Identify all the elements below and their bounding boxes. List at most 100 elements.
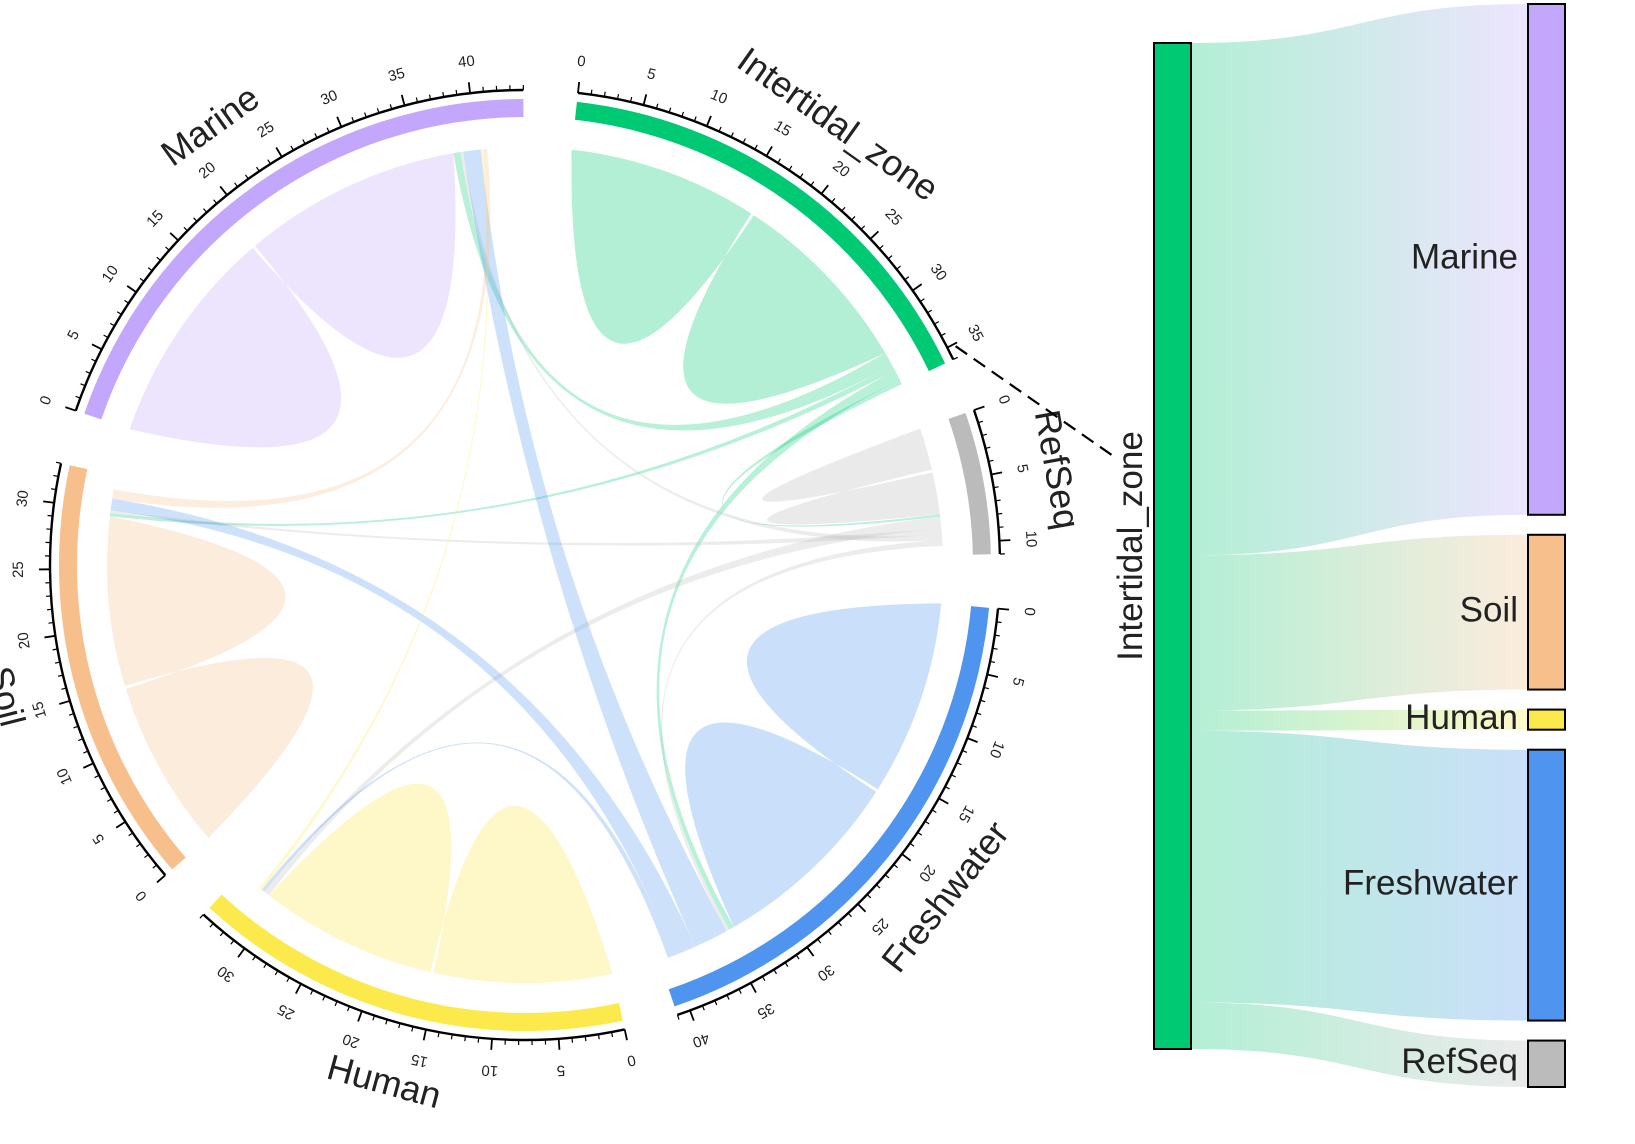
tick-label: 35 (754, 999, 777, 1022)
minor-tick (996, 500, 1001, 501)
minor-tick (811, 182, 814, 186)
tick-label: 5 (1009, 676, 1027, 688)
tick-label: 0 (1021, 607, 1039, 617)
major-tick (690, 1010, 694, 1020)
minor-tick (888, 256, 892, 259)
minor-tick (861, 226, 865, 230)
sector-label-refseq: RefSeq (1027, 407, 1089, 532)
minor-tick (876, 885, 880, 888)
tick-label: 0 (132, 887, 150, 904)
tick-label: 30 (814, 961, 838, 985)
minor-tick (800, 174, 803, 178)
sankey-node-freshwater (1528, 750, 1565, 1021)
minor-tick (210, 923, 213, 927)
tick-label: 10 (481, 1061, 499, 1079)
tick-label: 15 (143, 207, 167, 231)
minor-tick (997, 514, 1002, 515)
major-tick (170, 233, 178, 241)
major-tick (644, 94, 647, 105)
major-tick (807, 947, 814, 956)
major-tick (974, 406, 984, 410)
minor-tick (927, 310, 931, 313)
sector-label-marine: Marine (153, 77, 266, 174)
sankey-node-label-refseq: RefSeq (1401, 1042, 1518, 1081)
major-tick (939, 798, 949, 803)
sankey-node-label-soil: Soil (1460, 590, 1518, 629)
tick-label: 30 (13, 489, 32, 508)
chord-link-soil-to-soil (107, 516, 313, 838)
minor-tick (124, 300, 128, 303)
minor-tick (828, 931, 831, 935)
tick-label: 0 (994, 393, 1013, 406)
minor-tick (995, 635, 1000, 636)
major-tick (157, 875, 165, 882)
tick-label: 40 (690, 1029, 712, 1051)
major-tick (707, 116, 711, 126)
major-tick (991, 472, 1002, 474)
major-tick (116, 822, 125, 828)
minor-tick (140, 278, 144, 281)
minor-tick (842, 207, 845, 211)
tick-label: 0 (625, 1051, 637, 1069)
tick-label: 0 (37, 394, 56, 407)
minor-tick (49, 623, 54, 624)
tick-label: 25 (254, 118, 277, 141)
sankey-node-soil (1528, 535, 1565, 690)
sankey-node-label-marine: Marine (1411, 238, 1518, 277)
tick-label: 10 (1022, 530, 1040, 548)
chord-link-freshwater-to-freshwater (685, 603, 941, 927)
minor-tick (598, 1034, 599, 1039)
minor-tick (867, 894, 871, 897)
minor-tick (905, 277, 909, 280)
major-tick (43, 501, 54, 502)
minor-tick (796, 955, 799, 959)
minor-tick (443, 92, 444, 97)
sankey-node-label-freshwater: Freshwater (1343, 863, 1518, 902)
tick-label: 30 (214, 962, 238, 986)
minor-tick (231, 940, 234, 944)
minor-tick (918, 832, 922, 835)
chord-link-marine-to-marine (130, 153, 456, 447)
tick-label: 0 (576, 53, 586, 71)
minor-tick (832, 198, 835, 202)
tick-label: 30 (318, 87, 340, 109)
major-tick (578, 82, 579, 93)
major-tick (998, 609, 1009, 610)
minor-tick (194, 218, 197, 222)
sankey-node-marine (1528, 4, 1565, 515)
minor-tick (245, 175, 248, 179)
minor-tick (852, 216, 855, 220)
chord-link-intertidal-zone-to-intertidal-zone (571, 150, 885, 404)
minor-tick (879, 245, 883, 248)
minor-tick (153, 865, 157, 868)
minor-tick (56, 462, 61, 463)
tick-label: 10 (99, 262, 123, 285)
tick-label: 20 (829, 157, 853, 181)
major-tick (238, 948, 244, 957)
minor-tick (585, 1036, 586, 1041)
tick-label: 40 (457, 52, 476, 71)
chord-diagram: 05101520253035Intertidal_zone0510RefSeq0… (0, 39, 1088, 1116)
sankey-diagram: Intertidal_zoneMarineSoilHumanFreshwater… (956, 4, 1565, 1087)
minor-tick (144, 855, 148, 858)
tick-label: 30 (927, 261, 951, 284)
major-tick (44, 636, 55, 638)
major-tick (469, 82, 470, 93)
minor-tick (451, 1034, 452, 1039)
minor-tick (157, 257, 161, 260)
sankey-flows (1191, 4, 1528, 1087)
tick-label: 20 (195, 159, 219, 183)
major-tick (59, 701, 70, 704)
major-tick (987, 674, 998, 677)
sankey-node-human (1528, 710, 1565, 730)
minor-tick (51, 489, 56, 490)
minor-tick (591, 90, 592, 95)
minor-tick (117, 312, 121, 315)
minor-tick (848, 913, 851, 917)
tick-label: 25 (10, 561, 27, 578)
tick-label: 5 (64, 327, 83, 342)
minor-tick (456, 90, 457, 95)
major-tick (424, 1030, 426, 1041)
